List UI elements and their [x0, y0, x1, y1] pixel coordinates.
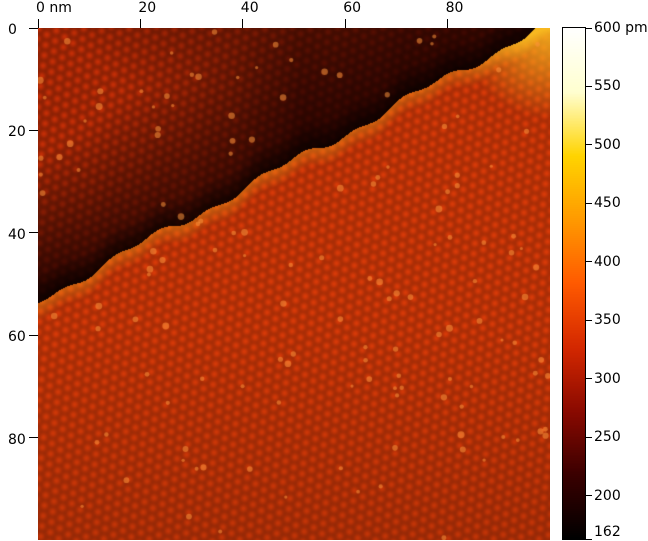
- colorbar-tick-label: 350: [594, 312, 621, 329]
- colorbar-tick-label: 162: [594, 524, 621, 540]
- x-tick-label: 20: [138, 0, 157, 16]
- colorbar-tick-label: 300: [594, 370, 621, 387]
- y-tick-label: 60: [8, 329, 26, 346]
- colorbar-tick: [586, 538, 592, 540]
- colorbar-tick: [586, 202, 592, 204]
- colorbar-tick-label: 550: [594, 78, 621, 95]
- colorbar-tick: [586, 144, 592, 146]
- x-tick-label: 80: [445, 0, 464, 16]
- colorbar-tick-label: 600 pm: [594, 20, 648, 36]
- colorbar-tick: [586, 27, 592, 29]
- x-tick: [344, 19, 346, 28]
- colorbar: [563, 28, 586, 540]
- x-tick: [447, 19, 449, 28]
- x-tick: [37, 19, 39, 28]
- afm-topography-image: [38, 28, 550, 540]
- x-tick-label: 40: [240, 0, 259, 16]
- x-tick-label: 0 nm: [36, 0, 72, 16]
- colorbar-tick-label: 450: [594, 195, 621, 212]
- colorbar-tick: [586, 378, 592, 380]
- y-tick-label: 0: [8, 22, 17, 38]
- colorbar-tick: [586, 261, 592, 263]
- y-tick: [29, 437, 38, 439]
- colorbar-tick-label: 500: [594, 136, 621, 153]
- y-tick: [29, 334, 38, 336]
- y-tick: [29, 129, 38, 131]
- colorbar-tick-label: 250: [594, 429, 621, 446]
- colorbar-tick: [586, 319, 592, 321]
- colorbar-tick: [586, 85, 592, 87]
- colorbar-tick-label: 400: [594, 253, 621, 270]
- colorbar-tick: [586, 436, 592, 438]
- colorbar-tick-label: 200: [594, 487, 621, 504]
- y-tick-label: 40: [8, 226, 26, 243]
- y-tick: [29, 27, 38, 29]
- y-tick-label: 20: [8, 124, 26, 141]
- x-tick-label: 60: [343, 0, 362, 16]
- x-tick: [242, 19, 244, 28]
- y-tick-label: 80: [8, 431, 26, 448]
- x-tick: [139, 19, 141, 28]
- colorbar-tick: [586, 495, 592, 497]
- y-tick: [29, 232, 38, 234]
